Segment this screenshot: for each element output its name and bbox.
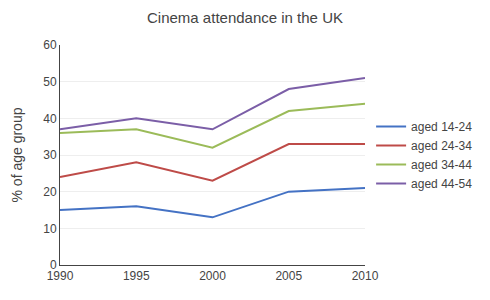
svg-text:2000: 2000 xyxy=(199,269,226,283)
svg-text:aged 14-24: aged 14-24 xyxy=(411,120,472,134)
svg-text:20: 20 xyxy=(43,185,57,199)
svg-text:1990: 1990 xyxy=(47,269,74,283)
svg-text:2010: 2010 xyxy=(352,269,379,283)
svg-text:50: 50 xyxy=(43,75,57,89)
svg-text:30: 30 xyxy=(43,148,57,162)
svg-text:aged 24-34: aged 24-34 xyxy=(411,139,472,153)
svg-text:40: 40 xyxy=(43,112,57,126)
svg-text:aged 44-54: aged 44-54 xyxy=(411,177,472,191)
svg-text:10: 10 xyxy=(43,222,57,236)
svg-text:60: 60 xyxy=(43,38,57,52)
svg-text:% of age group: % of age group xyxy=(9,107,25,202)
svg-text:0: 0 xyxy=(50,258,57,272)
svg-text:2005: 2005 xyxy=(275,269,302,283)
svg-text:Cinema attendance in the UK: Cinema attendance in the UK xyxy=(147,9,343,26)
svg-text:1995: 1995 xyxy=(123,269,150,283)
svg-text:aged 34-44: aged 34-44 xyxy=(411,158,472,172)
